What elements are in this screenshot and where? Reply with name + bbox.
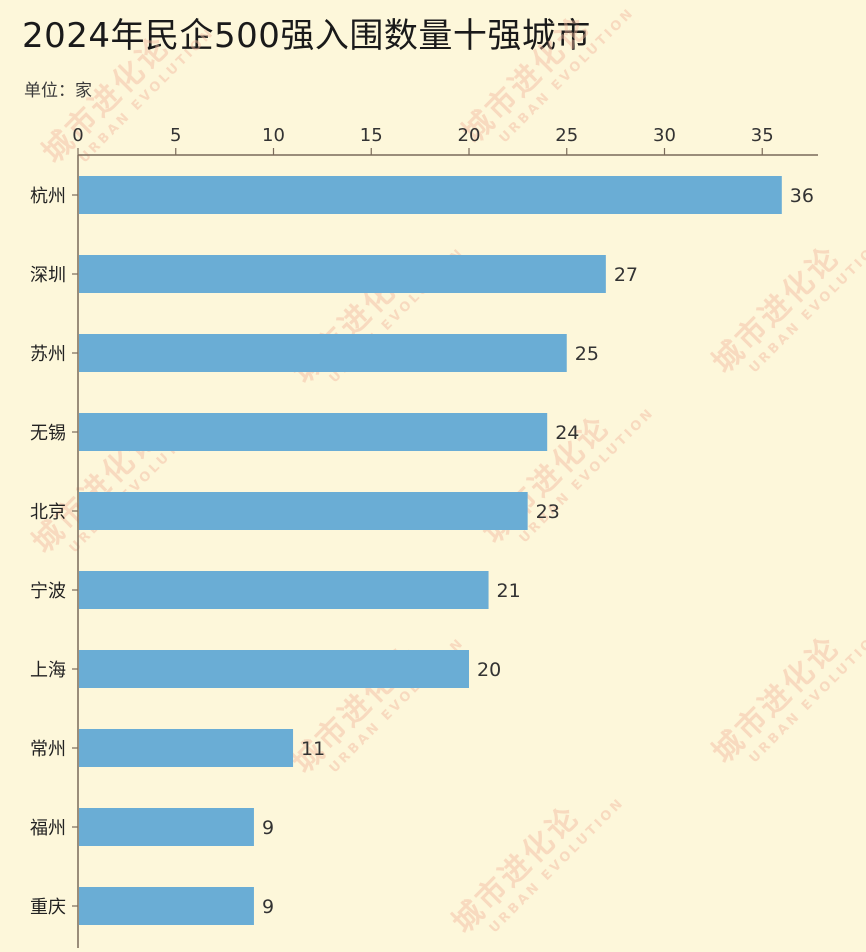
category-label: 重庆	[30, 897, 66, 918]
category-label: 无锡	[30, 423, 66, 444]
x-tick-label: 30	[653, 125, 676, 146]
bar	[79, 413, 548, 451]
unit-label: 单位：家	[24, 81, 92, 101]
data-label: 25	[575, 343, 599, 365]
data-label: 20	[477, 659, 501, 681]
bar	[79, 729, 294, 767]
x-tick-label: 25	[555, 125, 578, 146]
bar	[79, 650, 469, 688]
category-label: 福州	[30, 818, 66, 839]
bar	[79, 334, 567, 372]
bar	[79, 808, 254, 846]
data-label: 23	[536, 501, 560, 523]
category-label: 宁波	[30, 581, 66, 602]
x-tick-label: 10	[262, 125, 285, 146]
category-label: 深圳	[30, 265, 66, 286]
chart-title: 2024年民企500强入围数量十强城市	[22, 16, 591, 56]
data-label: 24	[555, 422, 579, 444]
category-label: 常州	[30, 739, 66, 760]
category-label: 苏州	[30, 344, 66, 365]
data-label: 9	[262, 896, 274, 918]
x-tick-label: 35	[751, 125, 774, 146]
x-tick-label: 15	[360, 125, 383, 146]
bar	[79, 887, 254, 925]
x-tick-label: 20	[458, 125, 481, 146]
data-label: 9	[262, 817, 274, 839]
bar	[79, 176, 782, 214]
x-tick-label: 0	[72, 125, 83, 146]
data-label: 21	[497, 580, 521, 602]
bar	[79, 255, 606, 293]
category-label: 上海	[30, 660, 66, 681]
x-tick-label: 5	[170, 125, 181, 146]
category-label: 北京	[30, 502, 66, 523]
data-label: 27	[614, 264, 638, 286]
data-label: 36	[790, 185, 814, 207]
bar	[79, 492, 528, 530]
data-label: 11	[301, 738, 325, 760]
bar	[79, 571, 489, 609]
category-label: 杭州	[30, 186, 66, 207]
